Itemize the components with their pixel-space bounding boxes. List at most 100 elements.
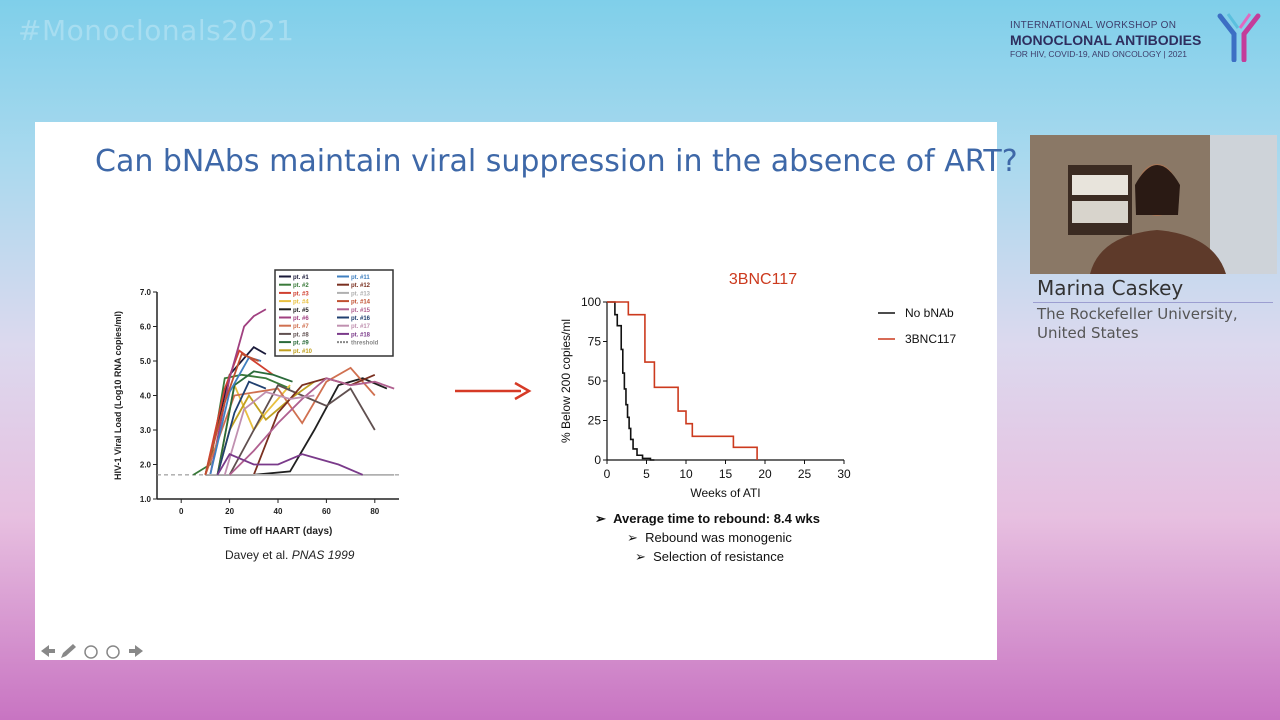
divider (1033, 302, 1273, 303)
bullet-text: Selection of resistance (653, 549, 784, 564)
slide-title: Can bNAbs maintain viral suppression in … (95, 144, 1018, 179)
y-tick-label: 2.0 (140, 461, 152, 470)
viral-load-series (252, 373, 376, 476)
legend-label: pt. #14 (351, 300, 371, 306)
legend-label: pt. #17 (351, 324, 371, 330)
citation: Davey et al. PNAS 1999 (225, 548, 354, 562)
speaker-video (1030, 135, 1277, 274)
pen-icon[interactable] (61, 644, 76, 658)
legend-label: pt. #11 (351, 275, 370, 281)
bullet-text: Average time to rebound: 8.4 wks (613, 511, 820, 526)
y-tick-label: 5.0 (140, 357, 152, 366)
x-tick-label: 40 (274, 507, 283, 516)
viral-load-series (216, 370, 293, 476)
y-tick-label: 25 (588, 414, 602, 428)
legend-label: pt. #9 (293, 341, 309, 347)
speaker-name: Marina Caskey (1037, 276, 1184, 300)
bullet-text: Rebound was monogenic (645, 530, 792, 545)
speaker-video-frame (1030, 135, 1277, 274)
legend-box (274, 269, 394, 357)
viral-load-series (204, 352, 259, 476)
x-tick-label: 10 (679, 467, 693, 481)
legend-label: pt. #15 (351, 308, 371, 314)
speaker-affiliation: The Rockefeller University, United State… (1037, 305, 1238, 343)
x-tick-label: 0 (604, 467, 611, 481)
slides-icon[interactable] (84, 645, 98, 659)
bullet-marker-icon: ➢ (595, 511, 606, 526)
logo-line2: MONOCLONAL ANTIBODIES (1010, 32, 1202, 48)
legend-label: threshold (351, 341, 379, 347)
x-tick-label: 30 (837, 467, 851, 481)
y-tick-label: 3.0 (140, 426, 152, 435)
legend-label: pt. #6 (293, 316, 309, 322)
x-axis-label: Time off HAART (days) (224, 526, 333, 537)
legend-label: pt. #5 (293, 308, 309, 314)
bullet-1: ➢ Average time to rebound: 8.4 wks (595, 511, 820, 527)
legend-label: pt. #3 (293, 291, 309, 297)
viral-load-series (223, 391, 315, 476)
next-arrow-icon[interactable] (129, 645, 143, 657)
x-tick-label: 15 (719, 467, 733, 481)
viral-load-series (204, 366, 376, 476)
survival-series (607, 301, 758, 460)
legend-label: pt. #16 (351, 316, 371, 322)
y-tick-label: 4.0 (140, 392, 152, 401)
viral-load-series (228, 377, 395, 476)
viral-load-series (216, 380, 267, 476)
viral-load-chart: 1.0 2.0 3.0 4.0 5.0 6.0 7.0 0 20 40 60 80 Time off H… (113, 269, 399, 537)
legend-label: pt. #10 (293, 349, 313, 355)
citation-authors: Davey et al. (225, 548, 289, 562)
survival-chart: 3BNC117 0 25 50 75 100 0 5 10 15 20 25 30 Weeks of AT… (559, 271, 956, 500)
survival-series (607, 301, 655, 461)
x-tick-label: 20 (225, 507, 234, 516)
viral-load-series (216, 453, 364, 476)
viral-load-series (204, 349, 274, 476)
legend-label: No bNAb (905, 306, 954, 320)
more-icon[interactable] (106, 645, 120, 659)
citation-journal: PNAS 1999 (291, 548, 355, 562)
y-tick-label: 0 (594, 453, 601, 467)
legend-label: 3BNC117 (905, 332, 956, 346)
legend-label: pt. #2 (293, 283, 309, 289)
x-tick-label: 25 (798, 467, 812, 481)
x-tick-label: 5 (643, 467, 650, 481)
bullet-marker-icon: ➢ (627, 530, 638, 545)
slide-nav (39, 643, 159, 664)
event-hashtag: #Monoclonals2021 (18, 14, 295, 47)
y-tick-label: 1.0 (140, 495, 152, 504)
legend-label: pt. #7 (293, 324, 309, 330)
x-tick-label: 60 (322, 507, 331, 516)
presentation-slide: Can bNAbs maintain viral suppression in … (35, 122, 1018, 660)
chart-title: 3BNC117 (729, 271, 797, 288)
workshop-logo: INTERNATIONAL WORKSHOP ON MONOCLONAL ANT… (1010, 12, 1272, 62)
prev-arrow-icon[interactable] (41, 645, 55, 657)
x-tick-label: 0 (179, 507, 184, 516)
right-arrow-icon (455, 381, 532, 401)
slide-nav-icons (41, 644, 143, 659)
y-axis-label: HIV-1 Viral Load (Log10 RNA copies/ml) (113, 311, 123, 480)
logo-line1: INTERNATIONAL WORKSHOP ON (1010, 20, 1177, 31)
antibody-logo-icon (1217, 13, 1261, 62)
x-tick-label: 80 (370, 507, 379, 516)
y-tick-label: 6.0 (140, 323, 152, 332)
legend-label: pt. #12 (351, 283, 371, 289)
x-tick-label: 20 (758, 467, 772, 481)
x-axis-label: Weeks of ATI (690, 486, 760, 500)
y-tick-label: 7.0 (140, 288, 152, 297)
viral-load-series (228, 383, 376, 476)
legend-label: pt. #1 (293, 275, 309, 281)
y-axis-label: % Below 200 copies/ml (559, 319, 573, 443)
bullet-marker-icon: ➢ (635, 549, 646, 564)
affiliation-line1: The Rockefeller University, (1037, 305, 1238, 323)
legend-label: pt. #8 (293, 332, 309, 338)
y-tick-label: 100 (581, 295, 601, 309)
logo-line3: FOR HIV, COVID-19, AND ONCOLOGY | 2021 (1010, 49, 1187, 59)
legend-label: pt. #13 (351, 291, 371, 297)
bullet-3: ➢ Selection of resistance (635, 549, 784, 565)
y-tick-label: 75 (588, 335, 602, 349)
legend-label: pt. #18 (351, 332, 371, 338)
y-tick-label: 50 (588, 374, 602, 388)
affiliation-line2: United States (1037, 324, 1139, 342)
legend-label: pt. #4 (293, 300, 309, 306)
bullet-2: ➢ Rebound was monogenic (627, 530, 792, 546)
